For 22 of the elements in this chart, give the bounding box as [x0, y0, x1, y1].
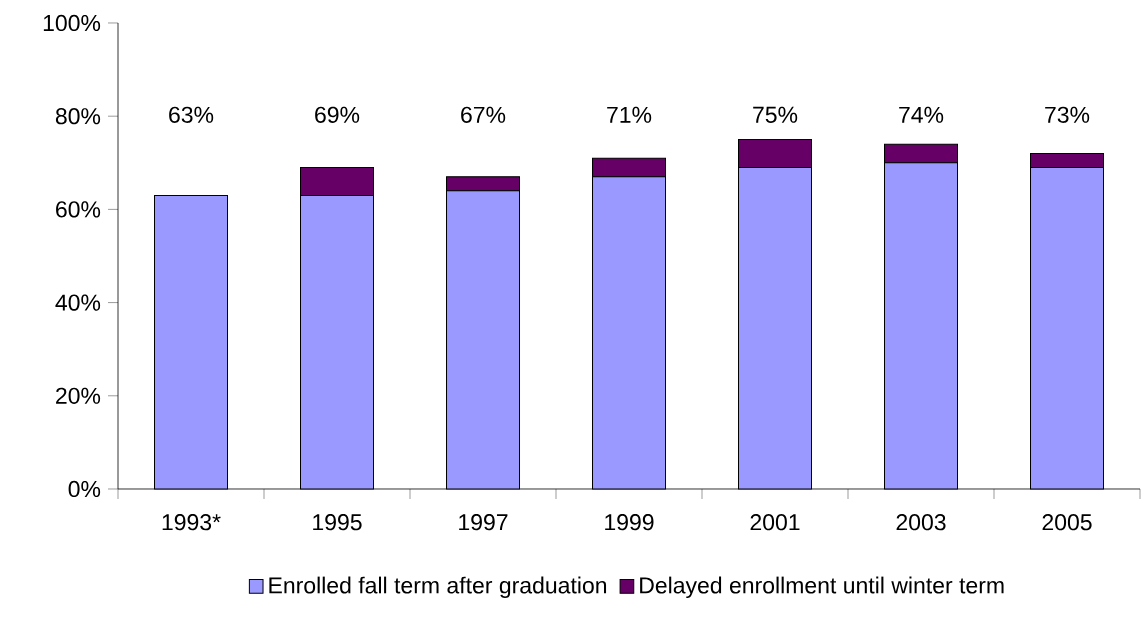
x-tick-label: 2001 — [750, 514, 800, 531]
x-tick-label: 2005 — [1042, 514, 1092, 531]
x-tick-label: 1993* — [162, 514, 221, 531]
total-label: 67% — [461, 106, 506, 123]
total-label: 73% — [1045, 106, 1090, 123]
total-label: 74% — [899, 106, 944, 123]
y-tick-label: 60% — [56, 201, 101, 218]
x-tick-label: 1997 — [459, 514, 508, 531]
total-label: 71% — [607, 106, 652, 123]
total-label: 63% — [169, 106, 214, 123]
y-tick-label: 20% — [56, 387, 101, 404]
total-label: 75% — [753, 106, 798, 123]
y-tick-label: 0% — [68, 480, 101, 498]
total-label: 69% — [315, 106, 360, 123]
y-tick-label: 80% — [55, 108, 101, 125]
legend-label: Delayed enrollment until winter term — [640, 576, 1004, 599]
x-tick-label: 2003 — [896, 514, 946, 531]
x-tick-label: 1999 — [605, 514, 654, 531]
legend-label: Enrolled fall term after graduation — [269, 576, 607, 599]
x-tick-label: 1995 — [313, 514, 362, 531]
y-tick-label: 40% — [55, 294, 101, 311]
y-tick-label: 100% — [43, 14, 101, 32]
